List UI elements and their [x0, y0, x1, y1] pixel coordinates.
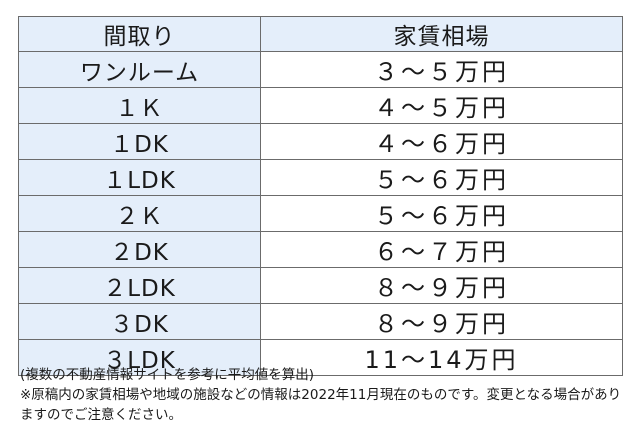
layout-cell: １DK [18, 123, 261, 160]
rent-cell: ５～６万円 [260, 159, 623, 196]
layout-cell: ３DK [18, 303, 261, 340]
layout-cell: ３LDK [18, 339, 261, 376]
layout-cell: １Ｋ [18, 87, 261, 124]
table-row: １DK ４～６万円 [18, 123, 623, 160]
table-row: １LDK ５～６万円 [18, 159, 623, 196]
table-row: ２Ｋ ５～６万円 [18, 195, 623, 232]
table-body: ワンルーム ３～５万円 １Ｋ ４～５万円 １DK ４～６万円 １LDK ５～６万… [18, 51, 623, 376]
rent-cell: ６～７万円 [260, 231, 623, 268]
layout-cell: ワンルーム [18, 51, 261, 88]
table-header: 間取り 家賃相場 [18, 16, 623, 52]
table-row: ２LDK ８～９万円 [18, 267, 623, 304]
layout-cell: ２LDK [18, 267, 261, 304]
table-row: ３LDK 11～14万円 [18, 339, 623, 376]
rent-cell: 11～14万円 [260, 339, 623, 376]
layout-cell: １LDK [18, 159, 261, 196]
rent-cell: ８～９万円 [260, 303, 623, 340]
disclaimer-note: ※原稿内の家賃相場や地域の施設などの情報は2022年11月現在のものです。変更と… [20, 387, 622, 423]
header-rent: 家賃相場 [260, 16, 623, 52]
layout-cell: ２Ｋ [18, 195, 261, 232]
rent-cell: ８～９万円 [260, 267, 623, 304]
layout-cell: ２DK [18, 231, 261, 268]
footnotes: (複数の不動産情報サイトを参考に平均値を算出) ※原稿内の家賃相場や地域の施設な… [20, 365, 624, 425]
header-layout: 間取り [18, 16, 261, 52]
header-row: 間取り 家賃相場 [18, 16, 623, 52]
rent-cell: ４～６万円 [260, 123, 623, 160]
rent-cell: ５～６万円 [260, 195, 623, 232]
table-row: ２DK ６～７万円 [18, 231, 623, 268]
rent-cell: ３～５万円 [260, 51, 623, 88]
table-row: ワンルーム ３～５万円 [18, 51, 623, 88]
rent-cell: ４～５万円 [260, 87, 623, 124]
rent-table: 間取り 家賃相場 ワンルーム ３～５万円 １Ｋ ４～５万円 １DK ４～６万円 … [18, 16, 623, 376]
table-row: １Ｋ ４～５万円 [18, 87, 623, 124]
source-note: (複数の不動産情報サイトを参考に平均値を算出) [20, 367, 315, 383]
table-row: ３DK ８～９万円 [18, 303, 623, 340]
